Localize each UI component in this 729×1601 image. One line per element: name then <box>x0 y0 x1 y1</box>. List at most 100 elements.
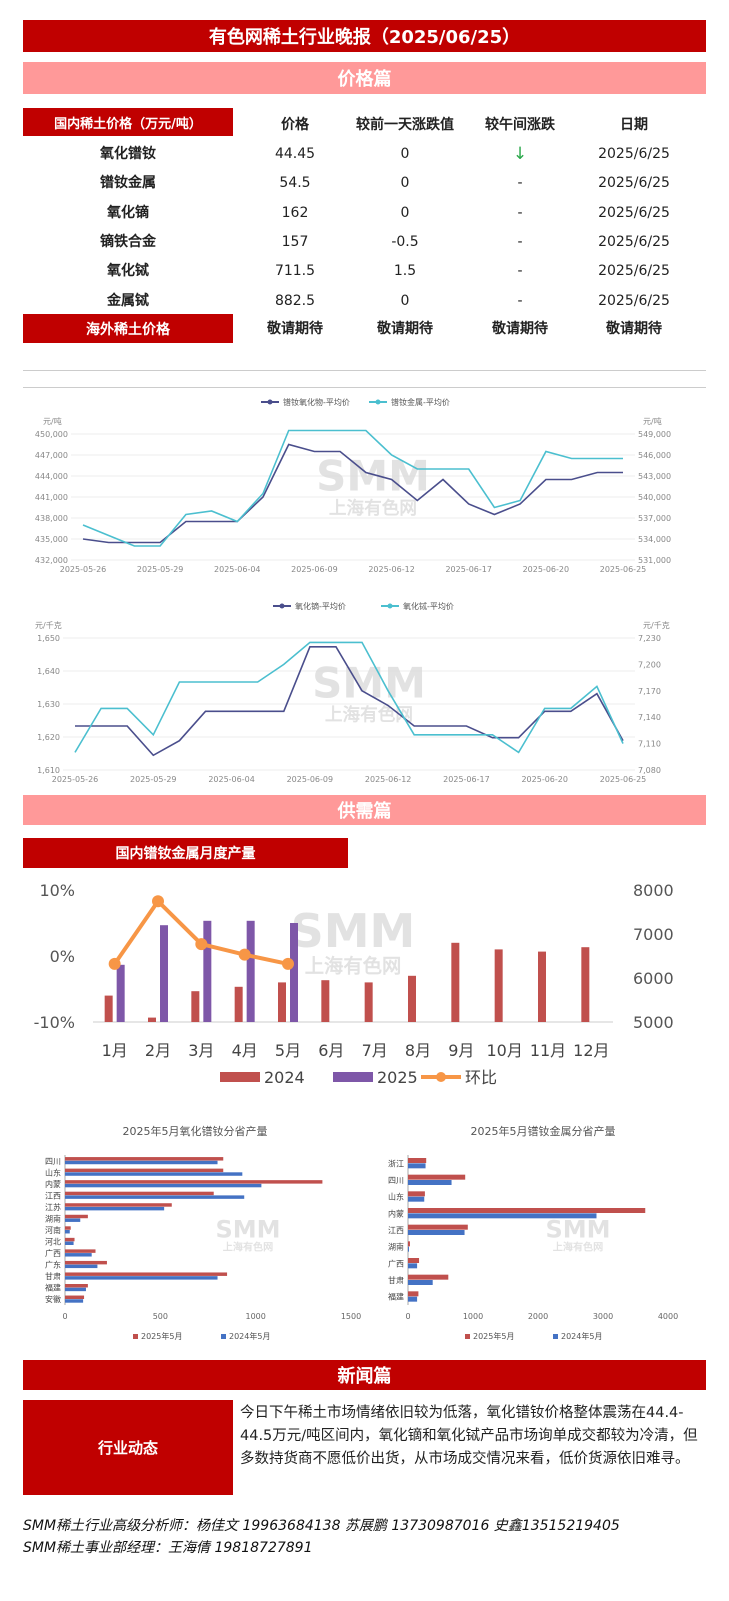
chart-title: 2025年5月氧化镨钕分省产量 <box>123 1124 268 1138</box>
col-header-change: 较前一天涨跌值 <box>356 117 454 133</box>
bar-2025-may <box>65 1191 214 1196</box>
right-tick-label: 7,170 <box>638 687 661 696</box>
month-label: 10月 <box>486 1041 522 1060</box>
left-tick-label: 10% <box>39 881 75 900</box>
legend-swatch <box>133 1334 138 1339</box>
price-cell-change: 0 <box>400 292 410 309</box>
bar-2025 <box>116 964 125 1022</box>
x-tick-label: 2025-06-25 <box>600 565 647 574</box>
legend-marker <box>375 399 381 405</box>
province-label: 江西 <box>388 1226 404 1235</box>
x-tick-label: 2025-05-26 <box>52 775 99 784</box>
bar-2025 <box>203 920 212 1022</box>
chart-title: 2025年5月镨钕金属分省产量 <box>471 1124 616 1138</box>
right-tick-label: 537,000 <box>638 514 671 523</box>
legend-swatch <box>333 1072 373 1082</box>
month-label: 12月 <box>573 1041 609 1060</box>
right-tick-label: 7,230 <box>638 634 661 643</box>
bar-2024-may <box>408 1230 465 1235</box>
right-tick-label: 531,000 <box>638 556 671 565</box>
legend-marker <box>436 1072 446 1082</box>
month-label: 5月 <box>275 1041 301 1060</box>
section-supply-title: 供需篇 <box>23 795 706 825</box>
bar-2025 <box>246 920 255 1022</box>
province-label: 福建 <box>388 1292 404 1302</box>
left-tick-label: 0% <box>50 947 75 966</box>
legend-label: 2024年5月 <box>229 1331 270 1341</box>
price-cell-date: 2025/6/25 <box>598 204 670 221</box>
province-label: 四川 <box>45 1157 61 1166</box>
col-header-price: 价格 <box>281 117 309 133</box>
left-tick-label: 1,650 <box>37 634 60 643</box>
watermark-logo: SMM <box>316 452 430 501</box>
news-label: 行业动态 <box>23 1400 233 1495</box>
legend-label: 2025年5月 <box>141 1331 182 1341</box>
legend-swatch <box>553 1334 558 1339</box>
x-tick-label: 2025-05-29 <box>137 565 184 574</box>
month-label: 6月 <box>318 1041 344 1060</box>
province-label: 山东 <box>45 1167 61 1177</box>
x-tick-label: 0 <box>405 1312 410 1321</box>
price-cell-noon: - <box>517 233 523 250</box>
right-tick-label: 549,000 <box>638 430 671 439</box>
month-label: 8月 <box>405 1041 431 1060</box>
watermark-logo: SMM <box>545 1216 610 1244</box>
bar-2024-may <box>65 1253 92 1257</box>
month-label: 3月 <box>188 1041 214 1060</box>
bar-2024-may <box>65 1276 218 1280</box>
price-cell-change: 0 <box>400 146 410 162</box>
left-tick-label: 444,000 <box>35 472 68 481</box>
bar-2024-may <box>408 1180 452 1185</box>
overseas-price-label: 海外稀土价格 <box>23 314 233 343</box>
price-cell-change: 1.5 <box>393 263 417 280</box>
right-tick-label: 8000 <box>633 881 674 900</box>
series-line-1 <box>75 645 624 757</box>
right-tick-label: 7,200 <box>638 660 661 669</box>
x-tick-label: 2025-06-20 <box>523 565 570 574</box>
bar-2024-may <box>408 1246 409 1252</box>
x-tick-label: 2025-06-12 <box>368 565 415 574</box>
watermark-logo: SMM <box>215 1216 280 1244</box>
province-label: 内蒙 <box>45 1179 61 1189</box>
right-tick-label: 6000 <box>633 969 674 988</box>
legend-label: 2024 <box>264 1068 305 1087</box>
col-header-date: 日期 <box>620 117 648 133</box>
overseas-value: 敬请期待 <box>377 321 433 337</box>
bar-2025-may <box>408 1291 419 1297</box>
bar-2025 <box>290 923 298 1022</box>
province-label: 四川 <box>388 1176 404 1185</box>
mom-line <box>113 898 289 966</box>
right-tick-label: 540,000 <box>638 493 671 502</box>
province-label: 江西 <box>45 1191 61 1200</box>
price-cell-price: 54.5 <box>279 175 311 192</box>
price-cell-change: 0 <box>400 204 410 221</box>
bar-2025-may <box>65 1203 172 1207</box>
price-cell-date: 2025/6/25 <box>598 146 670 162</box>
x-tick-label: 1000 <box>245 1312 265 1321</box>
left-unit-label: 元/吨 <box>43 416 62 426</box>
x-tick-label: 2025-06-04 <box>214 565 261 574</box>
series-line-2 <box>82 429 623 547</box>
legend-label: 2025年5月 <box>473 1331 514 1341</box>
bar-2025-may <box>408 1191 425 1197</box>
section-price-title: 价格篇 <box>23 62 706 94</box>
bar-2024 <box>191 991 200 1022</box>
province-label: 福建 <box>45 1283 61 1293</box>
mom-point <box>195 938 208 951</box>
right-tick-label: 546,000 <box>638 451 671 460</box>
left-tick-label: 447,000 <box>35 451 68 460</box>
price-cell-noon: - <box>517 175 523 192</box>
x-tick-label: 3000 <box>593 1312 613 1321</box>
right-tick-label: 5000 <box>633 1013 674 1032</box>
section-news-title: 新闻篇 <box>23 1360 706 1390</box>
bar-2024 <box>538 951 546 1022</box>
legend-marker <box>387 603 393 609</box>
bar-2024 <box>234 986 243 1022</box>
price-cell-name: 氧化铽 <box>107 263 149 280</box>
divider <box>23 387 706 388</box>
watermark-text: 上海有色网 <box>305 954 402 977</box>
bar-2024-may <box>65 1230 70 1234</box>
bar-2025-may <box>65 1272 228 1276</box>
report-title: 有色网稀土行业晚报（2025/06/25） <box>23 20 706 52</box>
